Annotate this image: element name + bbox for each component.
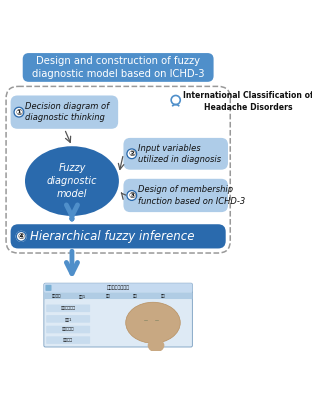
- Text: 头痛的诊断: 头痛的诊断: [62, 328, 75, 332]
- Text: ②: ②: [128, 149, 135, 158]
- Circle shape: [14, 107, 24, 117]
- FancyBboxPatch shape: [46, 304, 90, 312]
- Ellipse shape: [126, 302, 180, 343]
- FancyBboxPatch shape: [124, 138, 228, 170]
- Circle shape: [16, 232, 26, 241]
- Ellipse shape: [148, 339, 164, 352]
- FancyBboxPatch shape: [23, 53, 214, 82]
- FancyBboxPatch shape: [44, 292, 193, 299]
- FancyBboxPatch shape: [124, 179, 228, 212]
- Text: 头痛情况录入: 头痛情况录入: [61, 306, 76, 310]
- Text: ④: ④: [18, 232, 25, 241]
- FancyBboxPatch shape: [46, 326, 90, 333]
- FancyBboxPatch shape: [44, 283, 193, 292]
- Text: 头痛诊断决策系统: 头痛诊断决策系统: [107, 285, 130, 290]
- FancyBboxPatch shape: [46, 285, 51, 291]
- FancyBboxPatch shape: [46, 336, 90, 344]
- FancyBboxPatch shape: [11, 96, 118, 129]
- Text: Decision diagram of
diagnostic thinking: Decision diagram of diagnostic thinking: [25, 102, 109, 122]
- FancyBboxPatch shape: [45, 299, 192, 346]
- Text: International Classification of
Headache Disorders: International Classification of Headache…: [183, 92, 312, 112]
- Ellipse shape: [25, 146, 119, 216]
- Text: Hierarchical fuzzy inference: Hierarchical fuzzy inference: [30, 230, 195, 243]
- Text: Design and construction of fuzzy
diagnostic model based on ICHD-3: Design and construction of fuzzy diagnos…: [32, 56, 204, 79]
- Text: 测试结果: 测试结果: [63, 338, 73, 342]
- Text: Design of membership
function based on ICHD-3: Design of membership function based on I…: [138, 186, 245, 206]
- Text: 测试1: 测试1: [79, 294, 86, 298]
- Text: 帮助: 帮助: [161, 294, 165, 298]
- Circle shape: [127, 190, 137, 200]
- FancyBboxPatch shape: [44, 283, 193, 347]
- Text: 查询: 查询: [106, 294, 111, 298]
- Text: 测试1: 测试1: [64, 317, 72, 321]
- Text: 报告: 报告: [133, 294, 138, 298]
- Circle shape: [127, 149, 137, 159]
- Text: 头痛诊断: 头痛诊断: [51, 294, 61, 298]
- Text: ①: ①: [15, 108, 22, 117]
- Text: ③: ③: [128, 191, 135, 200]
- Text: Fuzzy
diagnostic
model: Fuzzy diagnostic model: [47, 163, 97, 199]
- FancyBboxPatch shape: [11, 224, 226, 248]
- Text: Input variables
utilized in diagnosis: Input variables utilized in diagnosis: [138, 144, 221, 164]
- FancyBboxPatch shape: [46, 315, 90, 323]
